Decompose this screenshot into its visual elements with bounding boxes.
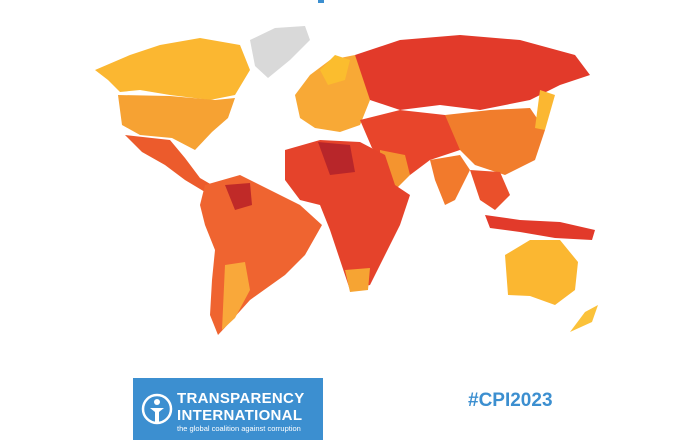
india: [430, 155, 470, 205]
mexico: [125, 135, 212, 192]
logo-tagline: the global coalition against corruption: [177, 424, 301, 433]
new-zealand: [570, 305, 598, 332]
logo-line1: TRANSPARENCY: [177, 390, 305, 407]
scandinavia: [320, 55, 350, 85]
africa: [285, 140, 410, 290]
greenland: [250, 26, 310, 78]
libya: [318, 142, 355, 175]
usa: [118, 95, 235, 150]
europe: [295, 55, 370, 132]
hashtag[interactable]: #CPI2023: [468, 390, 553, 411]
australia: [505, 240, 578, 305]
title-fragment: [318, 0, 324, 3]
logo-line2: INTERNATIONAL: [177, 407, 303, 424]
venezuela: [225, 183, 252, 210]
russia: [355, 35, 590, 110]
indonesia: [485, 215, 595, 240]
logo-icon: [141, 393, 173, 425]
chile-argentina: [222, 262, 250, 330]
logo[interactable]: TRANSPARENCY INTERNATIONAL the global co…: [133, 378, 323, 440]
southeast-asia: [470, 170, 510, 210]
canada: [95, 38, 250, 100]
japan: [535, 90, 555, 130]
china: [445, 108, 545, 175]
south-africa: [345, 268, 370, 292]
